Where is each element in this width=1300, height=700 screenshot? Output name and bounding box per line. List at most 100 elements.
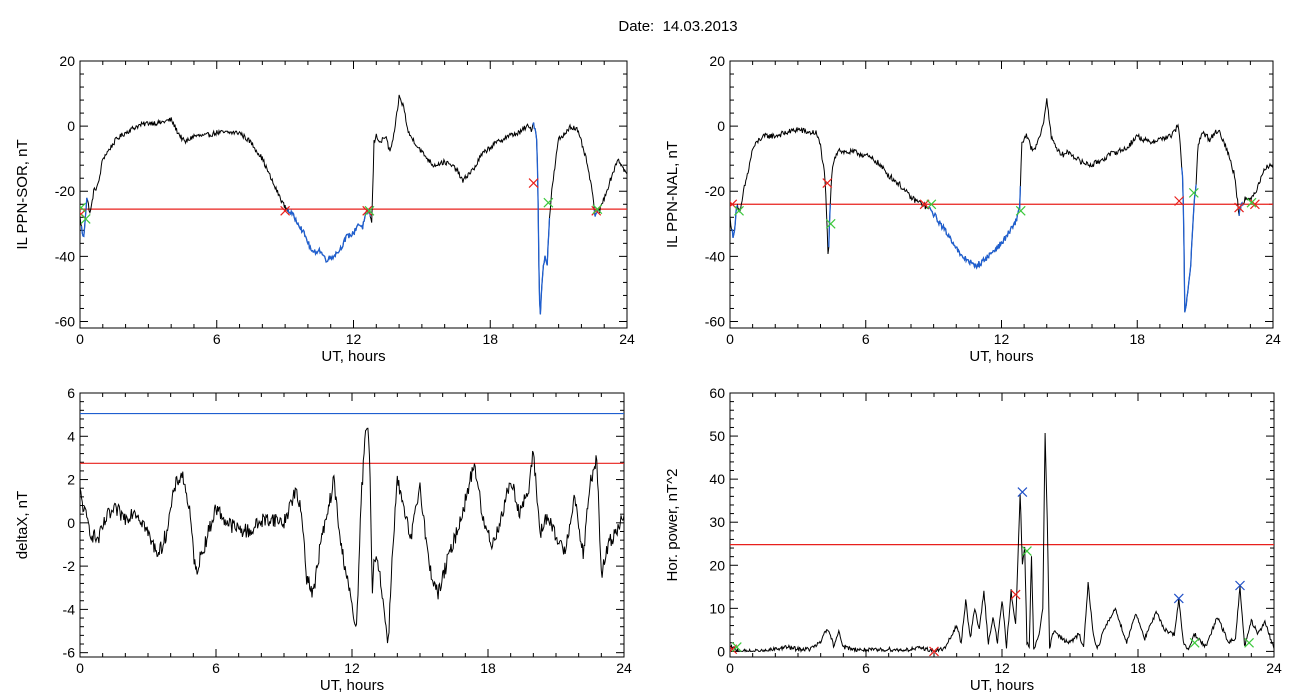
x-tick-label: 12 (994, 331, 1010, 347)
marker-red (822, 178, 833, 189)
y-tick-label: 50 (709, 428, 725, 444)
x-tick-label: 18 (480, 660, 496, 676)
y-tick-label: 40 (709, 471, 725, 487)
y-tick-label: -40 (705, 248, 725, 264)
highlight-segment (532, 122, 551, 315)
y-tick-label: 0 (67, 118, 75, 134)
highlight-segment (286, 208, 371, 263)
y-tick-label: 10 (709, 600, 725, 616)
y-tick-label: 60 (709, 385, 725, 401)
x-tick-label: 24 (1265, 331, 1281, 347)
x-tick-label: 6 (213, 331, 221, 347)
marker-red (1234, 202, 1244, 213)
plot-area (730, 432, 1274, 657)
marker-green (1022, 546, 1032, 556)
marker-green (1244, 637, 1254, 648)
marker-blue (1235, 580, 1245, 591)
plot-area (80, 94, 627, 315)
marker-green (825, 218, 836, 229)
x-tick-label: 6 (862, 331, 870, 347)
marker-green (1015, 205, 1026, 216)
marker-red (1249, 199, 1260, 210)
marker-blue (1017, 487, 1028, 497)
marker-blue (1173, 593, 1184, 604)
y-tick-label: -40 (55, 248, 75, 264)
x-tick-label: 12 (346, 331, 362, 347)
marker-red (1174, 196, 1185, 206)
y-tick-label: 0 (717, 118, 725, 134)
y-axis-label: IL PPN-SOR, nT (14, 139, 31, 249)
highlight-segment (926, 186, 1022, 270)
plot-area (80, 412, 624, 644)
x-tick-label: 6 (212, 660, 220, 676)
date-value: 14.03.2013 (662, 18, 738, 35)
y-tick-label: 0 (717, 643, 725, 659)
x-tick-label: 24 (616, 660, 632, 676)
y-tick-label: 4 (67, 428, 75, 444)
y-tick-label: -6 (63, 645, 76, 661)
x-tick-label: 24 (1266, 660, 1282, 676)
x-tick-label: 0 (76, 660, 84, 676)
panel-il_sor: 0 6 12 18 24 20 0 -20 -40 -60 UT, hours IL PPN-SOR,… (14, 53, 635, 365)
plot-frame (79, 60, 628, 329)
series-line (80, 94, 627, 315)
y-tick-label: -60 (55, 313, 75, 329)
date-label: Date: (618, 18, 655, 35)
marker-green (1189, 637, 1200, 648)
y-tick-label: -60 (705, 313, 725, 329)
marker-red (929, 646, 939, 657)
marker-green (926, 199, 937, 210)
plot-area (730, 98, 1273, 313)
page-title: Date: 14.03.2013 (0, 18, 1300, 35)
x-tick-label: 24 (619, 331, 635, 347)
series-line (730, 98, 1273, 313)
series-line (80, 427, 624, 644)
y-tick-label: 2 (67, 472, 75, 488)
x-tick-label: 12 (344, 660, 360, 676)
marker-red (528, 178, 539, 189)
marker-green (1188, 187, 1199, 198)
x-axis-label: UT, hours (969, 348, 1033, 365)
marker-green (364, 205, 375, 216)
x-tick-label: 0 (726, 660, 734, 676)
highlight-segment (1181, 167, 1197, 313)
x-axis-label: UT, hours (970, 677, 1034, 694)
y-tick-label: 20 (709, 557, 725, 573)
panel-il_nal: 0 6 12 18 24 20 0 -20 -40 -60 UT, hours IL PPN-NAL,… (664, 53, 1281, 365)
x-tick-label: 18 (1130, 660, 1146, 676)
marker-green (1246, 197, 1257, 208)
y-axis-label: IL PPN-NAL, nT (664, 141, 681, 248)
y-tick-label: 0 (67, 515, 75, 531)
marker-green (80, 202, 87, 213)
marker-red (1010, 589, 1021, 600)
marker-green (731, 642, 742, 653)
y-tick-label: -4 (63, 601, 76, 617)
y-tick-label: -20 (55, 183, 75, 199)
marker-green (80, 213, 91, 224)
series-line (730, 432, 1274, 653)
y-tick-label: 20 (59, 53, 75, 69)
marker-green (543, 197, 554, 208)
y-tick-label: -20 (705, 183, 725, 199)
x-tick-label: 0 (726, 331, 734, 347)
marker-green (592, 204, 603, 215)
marker-red (362, 205, 373, 216)
panel-deltax: 0 6 12 18 24 6 4 2 0 -2 -4 -6 UT, hours deltaX, nT (14, 385, 632, 694)
y-axis-label: Hor. power, nT^2 (664, 469, 681, 582)
x-axis-label: UT, hours (321, 348, 385, 365)
x-tick-label: 6 (862, 660, 870, 676)
highlight-segment (731, 204, 739, 238)
x-tick-label: 12 (994, 660, 1010, 676)
x-tick-label: 18 (1129, 331, 1145, 347)
y-tick-label: 20 (709, 53, 725, 69)
y-tick-label: 30 (709, 514, 725, 530)
highlight-segment (80, 197, 89, 238)
plot-frame (79, 392, 625, 658)
plot-frame (729, 392, 1275, 658)
x-tick-label: 18 (482, 331, 498, 347)
y-tick-label: -2 (63, 558, 76, 574)
marker-red (280, 205, 291, 216)
y-axis-label: deltaX, nT (14, 491, 31, 559)
y-tick-label: 6 (67, 385, 75, 401)
